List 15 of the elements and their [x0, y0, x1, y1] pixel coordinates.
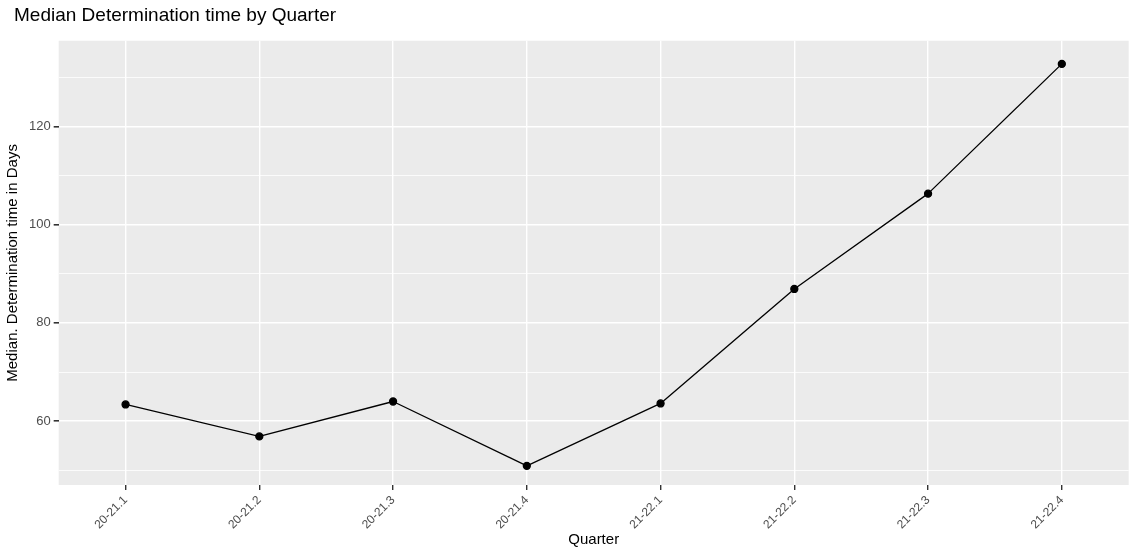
point	[656, 399, 665, 408]
point	[388, 397, 398, 406]
point	[121, 400, 130, 409]
y-tick-label: 100	[28, 216, 51, 232]
point	[923, 189, 933, 198]
y-tick-label: 80	[36, 314, 51, 330]
point	[522, 461, 531, 471]
chart-title: Median Determination time by Quarter	[14, 4, 337, 26]
y-tick-label: 120	[28, 117, 51, 133]
x-axis-title: Quarter	[568, 530, 620, 548]
point	[255, 432, 264, 441]
y-tick-label: 60	[36, 412, 51, 428]
point	[1057, 59, 1066, 69]
y-axis-title: Median. Determination time in Days	[3, 144, 21, 382]
point	[790, 284, 799, 294]
